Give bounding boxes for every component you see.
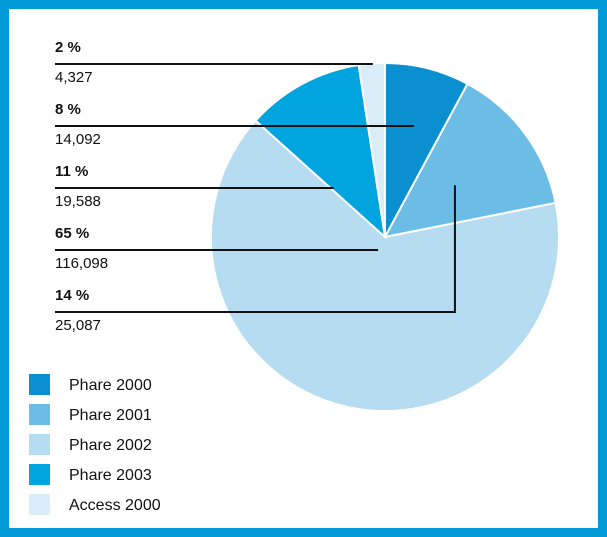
legend-label-phare-2002: Phare 2002 <box>69 437 152 454</box>
value-label-phare-2000: 14,092 <box>55 131 101 148</box>
legend-swatch-phare-2001 <box>29 404 50 425</box>
pie-chart: 2 % 4,327 8 % 14,092 11 % 19,588 65 % 116,098 14… <box>29 39 560 515</box>
value-label-phare-2001: 25,087 <box>55 317 101 334</box>
legend-label-phare-2001: Phare 2001 <box>69 407 152 424</box>
legend-swatch-phare-2003 <box>29 464 50 485</box>
chart-frame: 2 % 4,327 8 % 14,092 11 % 19,588 65 % 116,098 14… <box>9 9 598 528</box>
percent-label-phare-2001: 14 % <box>55 287 89 304</box>
percent-label-phare-2002: 65 % <box>55 225 89 242</box>
pie-slice-phare-2003 <box>254 63 387 240</box>
legend-swatch-phare-2002 <box>29 434 50 455</box>
leader-line-phare-2001 <box>55 185 456 313</box>
legend-swatch-access-2000 <box>29 494 50 515</box>
legend-label-phare-2003: Phare 2003 <box>69 467 152 484</box>
legend-swatch-phare-2000 <box>29 374 50 395</box>
value-label-phare-2002: 116,098 <box>55 255 108 272</box>
percent-label-phare-2000: 8 % <box>55 101 81 118</box>
legend-label-access-2000: Access 2000 <box>69 497 161 514</box>
value-label-phare-2003: 19,588 <box>55 193 101 210</box>
percent-label-access-2000: 2 % <box>55 39 81 56</box>
value-label-access-2000: 4,327 <box>55 69 93 86</box>
pie-slice-phare-2001 <box>383 82 557 239</box>
legend-label-phare-2000: Phare 2000 <box>69 377 152 394</box>
percent-label-phare-2003: 11 % <box>55 163 88 180</box>
pie-slice-phare-2002 <box>210 119 560 412</box>
